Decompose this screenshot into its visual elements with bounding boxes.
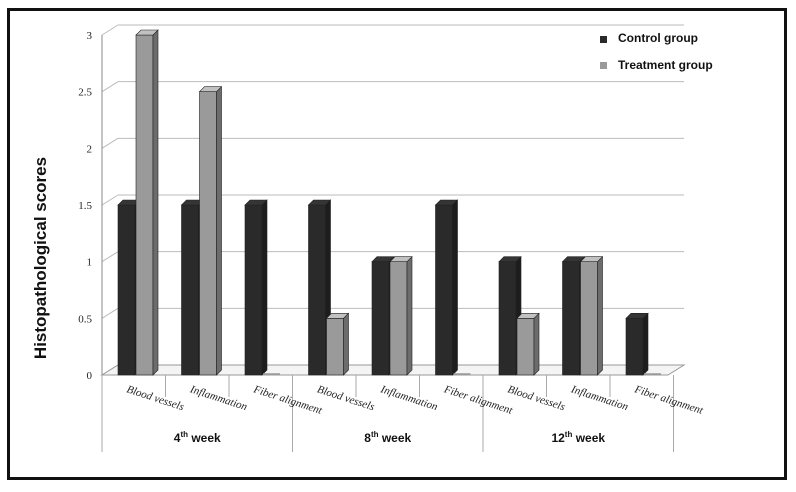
legend: Control group Treatment group: [600, 31, 713, 72]
y-axis-title: Histopathological scores: [31, 157, 50, 359]
bar-treatment-0: [135, 29, 159, 376]
legend-swatch-treatment: [600, 62, 607, 69]
y-tick-label: 3: [87, 30, 93, 42]
gridline-diag: [101, 137, 119, 149]
y-tick-label: 2.5: [78, 87, 92, 99]
category-label: Inflammation: [569, 383, 631, 413]
bar-treatment-7: [579, 255, 604, 376]
bar-control-8: [625, 312, 649, 376]
bar-treatment-4: [389, 255, 413, 376]
category-label: Blood vessels: [125, 383, 185, 413]
bar-treatment-3: [325, 312, 350, 376]
group-label-1: 8th week: [364, 430, 411, 445]
gridline-diag: [101, 307, 119, 319]
gridline-diag: [101, 251, 119, 263]
gridline-diag: [101, 24, 119, 36]
legend-label-control: Control group: [618, 31, 698, 45]
gridline-diag: [101, 81, 119, 93]
bar-control-5: [434, 199, 459, 376]
category-label: Fiber alignment: [442, 383, 515, 417]
gridline-diag: [101, 194, 119, 206]
category-label: Blood vessels: [506, 383, 566, 413]
category-label: Inflammation: [378, 383, 440, 413]
category-label: Fiber alignment: [632, 383, 705, 417]
bar-treatment-1: [198, 85, 223, 376]
y-tick-label: 0.5: [78, 313, 92, 325]
group-label-2: 12th week: [551, 430, 605, 445]
y-tick-label: 2: [87, 143, 93, 155]
y-tick-label: 1.5: [78, 200, 92, 212]
y-tick-label: 1: [87, 257, 93, 269]
category-label: Fiber alignment: [251, 383, 324, 417]
bar-control-2: [244, 199, 268, 376]
group-label-0: 4th week: [174, 430, 221, 445]
y-tick-label: 0: [87, 370, 93, 382]
legend-swatch-control: [600, 36, 607, 43]
category-label: Blood vessels: [316, 383, 376, 413]
bar-treatment-6: [516, 312, 540, 376]
category-label: Inflammation: [188, 383, 250, 413]
legend-label-treatment: Treatment group: [618, 58, 713, 72]
bars: [117, 29, 661, 376]
